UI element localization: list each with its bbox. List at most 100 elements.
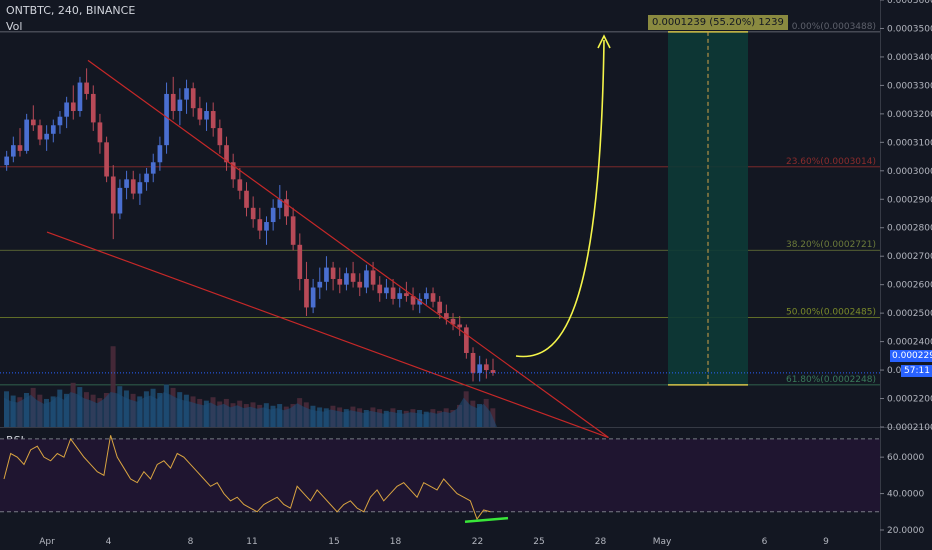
last-price-tag: 0.0002290 — [890, 350, 932, 362]
rsi-tick-label: 40.0000 — [887, 490, 924, 500]
candle-body — [4, 156, 9, 166]
time-tick-label: 18 — [390, 537, 402, 547]
candle-body — [64, 102, 69, 117]
candle-body — [424, 293, 429, 299]
candle-body — [310, 287, 316, 308]
candle-body — [190, 88, 196, 109]
candle-body — [290, 216, 296, 245]
candle-body — [230, 162, 236, 180]
candle-body — [304, 278, 309, 308]
candle-body — [444, 313, 449, 319]
price-tick-label: 0.0002600 — [887, 281, 932, 291]
time-tick-label: May — [653, 537, 672, 547]
candle-body — [77, 82, 83, 112]
candle-body — [104, 142, 109, 177]
volume-bar — [110, 346, 116, 427]
candle-body — [430, 293, 436, 302]
time-tick-label: Apr — [39, 537, 55, 547]
fib-label-0: 0.00%(0.0003488) — [792, 22, 876, 32]
price-tick-label: 0.0003500 — [887, 24, 932, 34]
candle-body — [410, 296, 416, 305]
candle-body — [350, 273, 356, 282]
time-tick-label: 9 — [823, 537, 829, 547]
candle-body — [124, 179, 129, 188]
rsi-line — [3, 435, 491, 521]
time-tick-label: 15 — [328, 537, 339, 547]
candle-body — [364, 270, 369, 288]
candle-body — [384, 287, 389, 294]
candle-body — [24, 119, 29, 151]
fib-label-1: 23.60%(0.0003014) — [786, 157, 876, 167]
candle-body — [264, 222, 269, 231]
candle-body — [217, 128, 223, 146]
fib-label-3: 50.00%(0.0002485) — [786, 307, 876, 317]
candle-body — [464, 327, 469, 353]
candle-body — [470, 352, 476, 373]
candle-body — [250, 207, 256, 220]
candle-body — [270, 207, 276, 223]
candle-body — [90, 93, 96, 123]
price-tick-label: 0.0002900 — [887, 195, 932, 205]
rsi-divergence-line — [464, 516, 509, 524]
price-tick-label: 0.0003600 — [887, 0, 932, 6]
price-tick-label: 0.0003200 — [887, 110, 932, 120]
time-tick-label: 4 — [106, 537, 112, 547]
price-tick-label: 0.0003400 — [887, 53, 932, 63]
candle-body — [477, 364, 483, 373]
candle-body — [357, 281, 363, 288]
volume-label: Vol — [6, 20, 23, 33]
candle-body — [237, 179, 243, 191]
price-tick-label: 0.0002400 — [887, 338, 932, 348]
countdown-tag: 57:11 — [901, 365, 932, 377]
candle-body — [164, 93, 169, 146]
candle-body — [257, 219, 263, 231]
candle-body — [204, 111, 209, 120]
candle-body — [130, 179, 136, 194]
symbol-label: ONTBTC, 240, BINANCE — [6, 4, 136, 17]
candle-body — [44, 133, 49, 140]
price-tick-label: 0.0002700 — [887, 252, 932, 262]
time-tick-label: 22 — [472, 537, 483, 547]
price-tick-label: 0.0003100 — [887, 138, 932, 148]
rsi-tick-label: 20.0000 — [887, 526, 924, 536]
wedge-line-upper — [87, 59, 609, 439]
candle-body — [97, 122, 103, 143]
candle-body — [370, 270, 376, 285]
price-tick-label: 0.0003000 — [887, 167, 932, 177]
candle-body — [484, 364, 489, 371]
wedge-line-lower — [46, 231, 609, 439]
projection-arrowhead — [597, 34, 611, 49]
candle-body — [110, 176, 116, 214]
rsi-tick-label: 60.0000 — [887, 453, 924, 463]
candle-body — [390, 287, 396, 299]
candle-body — [50, 125, 56, 134]
candle-body — [177, 99, 183, 112]
candle-body — [317, 281, 323, 288]
candle-body — [144, 173, 149, 183]
candle-body — [244, 190, 249, 208]
candle-body — [457, 324, 463, 328]
candle-body — [10, 145, 16, 157]
candle-body — [37, 125, 43, 140]
candle-body — [197, 108, 203, 120]
candle-body — [117, 187, 123, 214]
price-tick-label: 0.0002500 — [887, 309, 932, 319]
position-label: 0.0001239 (55.20%) 1239 — [648, 15, 788, 30]
time-tick-label: 28 — [595, 537, 607, 547]
candle-body — [150, 162, 156, 174]
rsi-band — [0, 438, 880, 512]
candle-body — [30, 119, 36, 126]
candle-body — [324, 267, 329, 282]
candle-body — [84, 82, 89, 94]
candle-body — [277, 199, 283, 208]
candle-body — [404, 293, 409, 297]
projection-arrow — [515, 39, 605, 358]
candle-body — [70, 102, 76, 112]
candle-body — [157, 145, 163, 163]
candle-body — [170, 93, 176, 112]
candle-body — [224, 145, 229, 163]
time-tick-label: 25 — [533, 537, 544, 547]
time-tick-label: 11 — [246, 537, 257, 547]
fib-label-2: 38.20%(0.0002721) — [786, 240, 876, 250]
